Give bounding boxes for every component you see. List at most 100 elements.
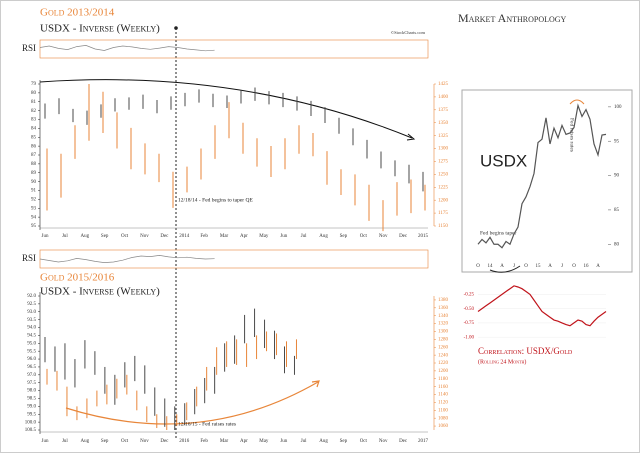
x-tick-label: Aug (80, 234, 89, 239)
y-tick-label: 81 (31, 100, 37, 105)
y-tick-label: 84 (31, 127, 37, 132)
y-tick-label: -0.50 (464, 307, 475, 312)
chart-subtitle: (Rolling 24 Month) (478, 358, 526, 365)
y-tick-label: -0.25 (464, 293, 475, 298)
x-tick-label: 15 (536, 264, 542, 269)
y-tick-label: 92.5 (27, 302, 36, 307)
x-tick-label: Jul (62, 439, 68, 444)
y-tick-label: 97.0 (27, 373, 36, 378)
y-tick-label: 100.0 (25, 420, 37, 425)
y-tick-label: -1.00 (464, 335, 475, 340)
y-tick-label: 98.5 (27, 397, 36, 402)
x-tick-label: Jul (301, 234, 307, 239)
y-tick-label: 82 (31, 109, 37, 114)
y-tick-label: 93.5 (27, 318, 36, 323)
y-tick-label: 99.5 (27, 412, 36, 417)
x-tick-label: Dec (399, 439, 408, 444)
y-tick-label: 90 (31, 180, 37, 185)
x-tick-label: Sep (101, 439, 109, 444)
brand: Market Anthropology (458, 11, 567, 25)
y-tick-label: 95 (614, 139, 620, 144)
y2-tick-label: 1060 (438, 424, 449, 429)
rsi-label: RSI (22, 253, 36, 263)
x-tick-label: Oct (360, 439, 368, 444)
y-tick-label: 91 (31, 189, 37, 194)
y2-tick-label: 1180 (438, 377, 448, 382)
x-tick-label: Nov (379, 439, 388, 444)
y-tick-label: 90 (614, 174, 620, 179)
x-tick-label: 16 (584, 264, 590, 269)
x-tick-label: Dec (160, 439, 169, 444)
y-tick-label: 98.0 (27, 389, 36, 394)
y2-tick-label: 1300 (438, 330, 449, 335)
x-tick-label: A (500, 264, 504, 269)
y-tick-label: 87 (31, 153, 37, 158)
annotation: 12/16/15 - Fed raises rates (178, 421, 236, 427)
y2-tick-label: 1275 (438, 160, 449, 165)
x-tick-label: Aug (319, 439, 328, 444)
rsi-panel (39, 39, 429, 59)
rsi-label: RSI (22, 43, 36, 53)
x-tick-label: J (561, 264, 563, 269)
x-tick-label: A (596, 264, 600, 269)
y-tick-label: 94.0 (27, 326, 36, 331)
y2-tick-label: 1350 (438, 121, 449, 126)
x-tick-label: 2015 (418, 234, 429, 239)
x-tick-label: Sep (340, 234, 348, 239)
y-tick-label: 95.5 (27, 349, 36, 354)
y2-tick-label: 1200 (438, 198, 449, 203)
y2-tick-label: 1375 (438, 108, 449, 113)
x-tick-label: J (513, 264, 515, 269)
chart-title: Gold 2013/2014 (40, 7, 115, 19)
x-tick-label: Feb (200, 234, 208, 239)
y2-tick-label: 1175 (438, 211, 448, 216)
rsi-line (39, 255, 215, 263)
y2-tick-label: 1220 (438, 361, 449, 366)
chart-subtitle: USDX - Inverse (Weekly) (40, 286, 160, 298)
x-tick-label: Oct (360, 234, 368, 239)
y-tick-label: 100.5 (25, 428, 37, 433)
y-tick-label: 80 (614, 242, 620, 247)
y-tick-label: 95 (31, 224, 37, 229)
x-tick-label: A (548, 264, 552, 269)
y-tick-label: 95.0 (27, 341, 36, 346)
y-tick-label: 99.0 (27, 404, 36, 409)
y-tick-label: 89 (31, 171, 37, 176)
chart-title: Correlation: USDX/Gold (478, 346, 573, 356)
x-tick-label: Nov (140, 234, 149, 239)
x-tick-label: O (524, 264, 528, 269)
x-tick-label: Apr (240, 439, 248, 444)
x-tick-label: 2016 (179, 439, 190, 444)
x-tick-label: Dec (160, 234, 169, 239)
x-tick-label: Sep (101, 234, 109, 239)
y-tick-label: 100 (614, 105, 622, 110)
y-tick-label: 96.0 (27, 357, 36, 362)
y2-tick-label: 1300 (438, 147, 449, 152)
y2-tick-label: 1225 (438, 185, 449, 190)
y-tick-label: 86 (31, 144, 37, 149)
x-tick-label: Dec (399, 234, 408, 239)
x-tick-label: Sep (340, 439, 348, 444)
x-tick-label: Jun (42, 439, 49, 444)
x-tick-label: Jun (280, 234, 287, 239)
annotation: 12/18/14 - Fed begins to taper QE (178, 197, 253, 203)
x-tick-label: Mar (220, 439, 229, 444)
y2-tick-label: 1320 (438, 322, 449, 327)
y2-tick-label: 1140 (438, 393, 448, 398)
y-tick-label: 80 (31, 91, 37, 96)
x-tick-label: Oct (121, 234, 129, 239)
arrow-head (406, 133, 416, 141)
x-tick-label: Jun (280, 439, 287, 444)
x-tick-label: Feb (200, 439, 208, 444)
y2-tick-label: 1325 (438, 134, 449, 139)
x-tick-label: Aug (80, 439, 89, 444)
y-tick-label: 85 (31, 135, 37, 140)
y2-tick-label: 1340 (438, 314, 449, 319)
y-tick-label: 97.5 (27, 381, 36, 386)
x-tick-label: 2014 (179, 234, 190, 239)
rsi-line (39, 45, 215, 52)
arrow-head (311, 380, 320, 388)
y2-tick-label: 1380 (438, 298, 449, 303)
trend-arc (39, 79, 413, 139)
